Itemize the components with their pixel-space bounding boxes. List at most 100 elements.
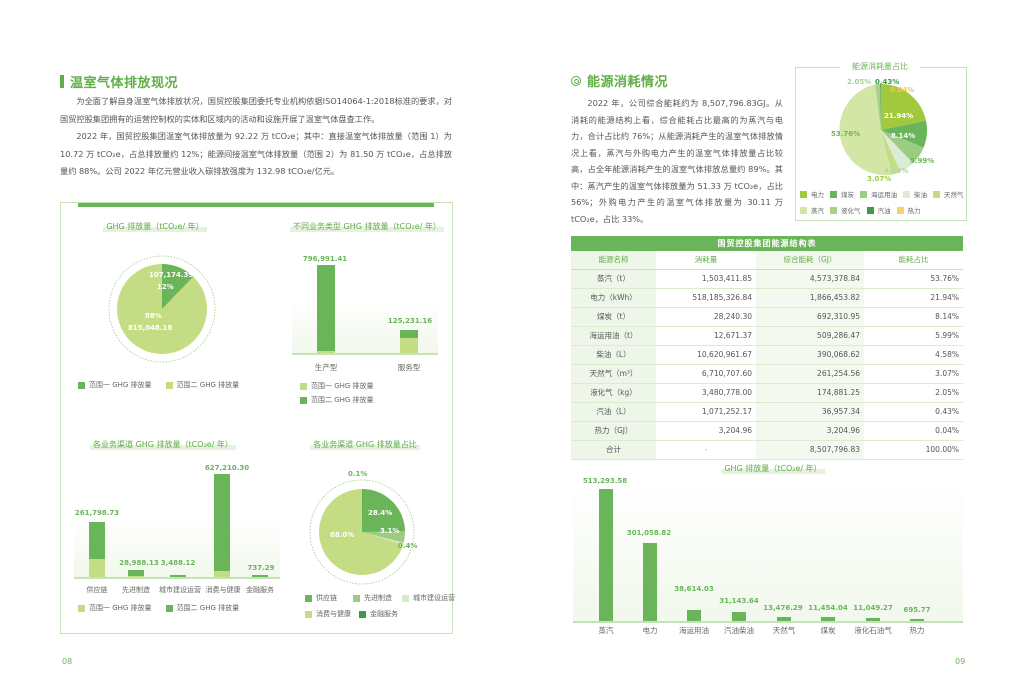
- diesel-percent-label: 4.58%: [884, 167, 909, 175]
- bar-label-steam: 513,293.58: [582, 477, 628, 485]
- table-row: 蒸汽（t） 1,503,411.85 4,573,378.84 53.76%: [571, 269, 963, 289]
- bar-finance: [252, 575, 268, 577]
- bar-manufacturing: [128, 570, 144, 577]
- scope2-percent-label: 88%: [145, 312, 162, 320]
- bar-label-heat: 695.77: [903, 606, 931, 614]
- bar-natural-gas: [777, 617, 791, 621]
- table-row: 天然气（m³） 6,710,707.60 261,254.56 3.07%: [571, 364, 963, 384]
- table-row: 汽油（L） 1,071,252.17 36,957.34 0.43%: [571, 402, 963, 422]
- bar-label-lpg: 11,049.27: [853, 604, 893, 612]
- business-channel-baseline: [74, 577, 280, 579]
- bar-total-urban: 3,488.12: [160, 559, 196, 567]
- left-charts-frame: [60, 202, 453, 634]
- business-channel-pie-title: 各业务渠道 GHG 排放量占比: [295, 439, 435, 450]
- energy-pie-title: 能源消耗量占比: [840, 61, 920, 72]
- table-row: 电力（kWh） 518,185,326.84 1,866,453.82 21.94%: [571, 288, 963, 308]
- business-channel-legend: 范围一 GHG 排放量 范围二 GHG 排放量: [78, 603, 239, 613]
- left-section-title: 温室气体排放现况: [60, 72, 178, 91]
- business-type-bar-title: 不同业务类型 GHG 排放量（tCO₂e/ 年）: [290, 221, 444, 232]
- bar-label-electricity: 301,058.82: [626, 529, 672, 537]
- left-section-title-text: 温室气体排放现况: [70, 76, 179, 91]
- bar-total-production: 796,991.41: [302, 255, 348, 263]
- business-channel-plot-bg: [74, 520, 280, 577]
- left-intro-text: 为全面了解自身温室气体排放状况，国贸控股集团委托专业机构依据ISO14064-1…: [60, 93, 452, 181]
- bar-heat: [910, 619, 924, 621]
- energy-structure-table: 国贸控股集团能源结构表 能源名称 消耗量 综合能耗（GJ） 能耗占比 蒸汽（t）…: [571, 236, 963, 460]
- business-channel-pie-legend-row2: 消费与健康 金融服务: [305, 609, 398, 619]
- business-channel-pie-chart: 0.1% 28.4% 3.1% 0.4% 68.0%: [308, 470, 418, 586]
- business-channel-bar-title: 各业务渠道 GHG 排放量（tCO₂e/ 年）: [88, 439, 238, 450]
- business-type-legend-2: 范围二 GHG 排放量: [300, 395, 374, 405]
- bar-label-natural-gas: 13,476.29: [763, 604, 803, 612]
- energy-pie-legend-row2: 蒸汽 液化气 汽油 热力: [800, 205, 921, 215]
- xlabel-service: 服务型: [397, 363, 421, 372]
- business-type-legend-1: 范围一 GHG 排放量: [300, 381, 374, 391]
- bar-lpg: [866, 618, 880, 621]
- bar-total-finance: 737.29: [247, 564, 275, 572]
- energy-pie-legend-row1: 电力 煤炭 海运用油 柴油 天然气: [800, 189, 964, 199]
- bar-label-coal: 11,454.04: [808, 604, 848, 612]
- circle-bullet-icon: [571, 75, 581, 86]
- bar-label-marine-oil: 38,614.03: [674, 585, 714, 593]
- bar-gasoline-diesel: [732, 612, 746, 621]
- coal-percent-label: 8.14%: [891, 132, 916, 140]
- bar-supply-chain: [89, 522, 105, 577]
- manufacturing-percent-label: 3.1%: [380, 527, 400, 535]
- table-total-row: 合计 -8,507,796.83 100.00%: [571, 440, 963, 460]
- steam-percent-label: 53.76%: [831, 130, 861, 138]
- right-section-title-text: 能源消耗情况: [587, 75, 669, 90]
- right-intro-text: 2022 年，公司综合能耗约为 8,507,796.83GJ。从消耗的能源结构上…: [571, 95, 783, 227]
- gasoline-percent-label: 0.43%: [875, 78, 900, 86]
- bar-production: [317, 265, 335, 353]
- scope-pie-legend: 范围一 GHG 排放量 范围二 GHG 排放量: [78, 380, 239, 390]
- supply-chain-percent-label: 28.4%: [368, 509, 393, 517]
- table-header-row: 能源名称 消耗量 综合能耗（GJ） 能耗占比: [571, 251, 963, 270]
- bar-total-service: 125,231.16: [387, 317, 433, 325]
- left-paragraph-2: 2022 年，国贸控股集团温室气体排放量为 92.22 万 tCO₂e；其中：直…: [60, 131, 452, 176]
- table-row: 海运用油（t） 12,671.37 509,286.47 5.99%: [571, 326, 963, 346]
- bar-service: [400, 330, 418, 353]
- legend-swatch-scope1: [78, 381, 85, 389]
- left-page-number: 08: [62, 657, 73, 666]
- scope-pie-chart: 107,174.39 12% 88% 815,048.18: [107, 254, 217, 364]
- table-title: 国贸控股集团能源结构表: [571, 236, 963, 251]
- bar-consumer: [214, 474, 230, 577]
- gas-percent-label: 3.07%: [867, 175, 892, 183]
- scope-pie-title: GHG 排放量（tCO₂e/ 年）: [85, 221, 225, 232]
- bar-total-supply-chain: 261,798.73: [74, 509, 120, 517]
- table-row: 热力（GJ） 3,204.96 3,204.96 0.04%: [571, 421, 963, 441]
- table-row: 煤炭（t） 28,240.30 692,310.95 8.14%: [571, 307, 963, 327]
- bar-label-gasoline-diesel: 31,143.64: [719, 597, 759, 605]
- energy-ghg-bar-title: GHG 排放量（tCO₂e/ 年）: [718, 463, 828, 474]
- bar-total-manufacturing: 28,988.13: [119, 559, 159, 567]
- business-channel-pie-legend-row1: 供应链 先进制造 城市建设运营: [305, 593, 455, 603]
- energy-ghg-plot-bg: [573, 480, 963, 621]
- energy-ghg-baseline: [573, 621, 963, 623]
- table-row: 柴油（L） 10,620,961.67 390,068.62 4.58%: [571, 345, 963, 365]
- frame-top-bar: [78, 203, 434, 207]
- bar-coal: [821, 617, 835, 621]
- lpg-percent-label: 2.05%: [847, 78, 872, 86]
- scope1-percent-label: 12%: [157, 283, 174, 291]
- table-row: 液化气（kg） 3,480,778.00 174,881.25 2.05%: [571, 383, 963, 403]
- title-bar-icon: [60, 75, 64, 88]
- scope2-value-label: 815,048.18: [128, 324, 173, 332]
- heat-percent-label: 0.04%: [890, 86, 915, 94]
- energy-pie-chart: 21.94% 8.14% 5.99% 4.58% 3.07% 53.76% 2.…: [831, 78, 934, 183]
- marine-oil-percent-label: 5.99%: [910, 157, 935, 165]
- bar-marine-oil: [687, 610, 701, 621]
- bar-steam: [599, 489, 613, 621]
- legend-swatch-scope2: [165, 381, 173, 389]
- bar-urban: [170, 575, 186, 577]
- right-page-number: 09: [955, 657, 966, 666]
- bar-electricity: [643, 543, 657, 621]
- urban-percent-label: 0.4%: [398, 542, 418, 550]
- finance-percent-label: 0.1%: [348, 470, 368, 478]
- electricity-percent-label: 21.94%: [884, 112, 914, 120]
- scope1-value-label: 107,174.39: [149, 271, 194, 279]
- xlabel-production: 生产型: [314, 363, 338, 372]
- bar-total-consumer: 627,210.30: [204, 464, 250, 472]
- right-paragraph: 2022 年，公司综合能耗约为 8,507,796.83GJ。从消耗的能源结构上…: [571, 98, 783, 224]
- business-type-baseline: [292, 353, 438, 355]
- left-paragraph-1: 为全面了解自身温室气体排放状况，国贸控股集团委托专业机构依据ISO14064-1…: [60, 96, 452, 124]
